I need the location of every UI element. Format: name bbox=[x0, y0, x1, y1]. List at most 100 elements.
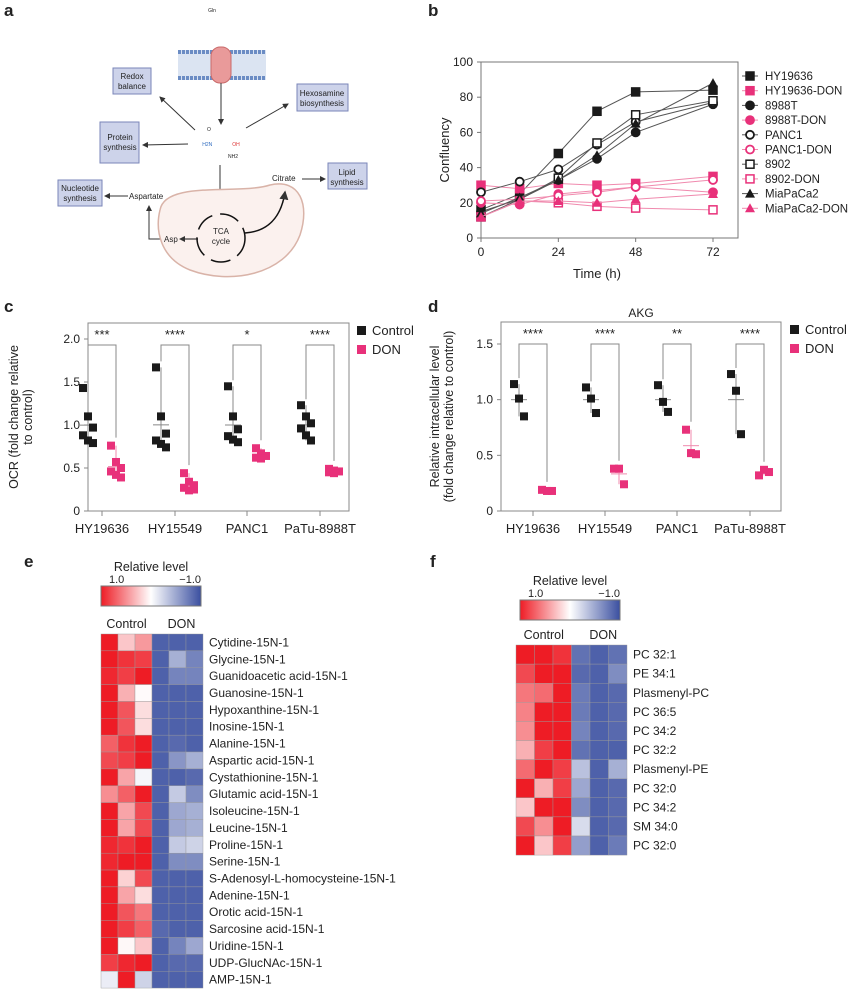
heatmap-cell bbox=[151, 701, 170, 719]
data-point-control bbox=[229, 435, 237, 444]
heatmap-cell bbox=[134, 971, 153, 989]
data-point-8902 bbox=[592, 138, 602, 148]
series-line-MiaPaCa2 bbox=[480, 82, 714, 214]
data-point-don bbox=[325, 468, 333, 477]
heatmap-cell bbox=[134, 954, 153, 972]
data-point-control bbox=[587, 394, 595, 403]
heatmap-cell bbox=[168, 802, 187, 820]
heatmap-cell bbox=[100, 836, 119, 854]
y-tick-label-b: 100 bbox=[453, 55, 473, 69]
data-point-control bbox=[654, 381, 662, 390]
heatmap-cell bbox=[151, 836, 170, 854]
row-label: PE 34:1 bbox=[633, 667, 676, 681]
data-point-don bbox=[760, 465, 768, 474]
heatmap-cell bbox=[608, 835, 628, 856]
heatmap-cell bbox=[589, 797, 609, 818]
heatmap-cell bbox=[134, 937, 153, 955]
data-point-control bbox=[297, 401, 305, 410]
data-point-control bbox=[302, 431, 310, 440]
heatmap-cell bbox=[608, 721, 628, 741]
heatmap-cell bbox=[117, 937, 136, 955]
heatmap-cell bbox=[552, 835, 572, 856]
svg-text:balance: balance bbox=[118, 82, 147, 91]
x-tick-label-c: HY19636 bbox=[75, 521, 129, 536]
x-tick-label-d: PANC1 bbox=[656, 521, 698, 536]
heatmap-cell bbox=[608, 778, 628, 799]
svg-text:biosynthesis: biosynthesis bbox=[300, 99, 344, 108]
data-point-control bbox=[510, 380, 518, 389]
legend-marker-MiaPaCa2 bbox=[745, 188, 755, 198]
row-label: S-Adenosyl-L-homocysteine-15N-1 bbox=[209, 871, 396, 885]
heatmap-cell bbox=[100, 903, 119, 921]
row-label: Guanosine-15N-1 bbox=[209, 686, 304, 700]
heatmap-cell bbox=[515, 835, 535, 856]
legend-marker-Control bbox=[790, 325, 799, 334]
heatmap-cell bbox=[515, 759, 535, 779]
column-group-control: Control bbox=[524, 628, 564, 642]
plot-frame-d bbox=[500, 321, 782, 512]
data-point-control bbox=[307, 436, 315, 445]
data-point-don bbox=[117, 464, 125, 472]
heatmap-cell bbox=[100, 886, 119, 904]
data-point-MiaPaCa2 bbox=[592, 150, 602, 160]
heatmap-cell bbox=[168, 971, 187, 989]
data-point-don bbox=[615, 464, 623, 473]
heatmap-cell bbox=[117, 971, 136, 989]
data-point-MiaPaCa2 bbox=[553, 174, 564, 184]
data-point-control bbox=[234, 438, 242, 447]
heatmap-cell bbox=[534, 702, 554, 722]
heatmap-cell bbox=[117, 852, 136, 871]
y-axis-label-c: OCR (fold change relative bbox=[7, 345, 21, 489]
heatmap-cell bbox=[185, 937, 204, 955]
heatmap-cell bbox=[589, 644, 609, 665]
svg-text:Hexosamine: Hexosamine bbox=[300, 89, 345, 98]
data-point-control bbox=[152, 363, 160, 372]
chart-title-d: AKG bbox=[628, 306, 653, 320]
legend-label: DON bbox=[372, 342, 401, 357]
row-label: Adenine-15N-1 bbox=[209, 888, 290, 902]
heatmap-cell bbox=[515, 740, 535, 760]
data-point-don bbox=[185, 477, 193, 486]
data-point-8988T bbox=[630, 127, 641, 138]
legend-label: 8902 bbox=[765, 159, 791, 171]
heatmap-cell bbox=[100, 667, 119, 685]
x-tick-label-b: 24 bbox=[552, 245, 566, 259]
heatmap-cell bbox=[589, 683, 609, 703]
heatmap-cell bbox=[134, 819, 153, 837]
tca-label: TCA bbox=[213, 227, 230, 236]
heatmap-cell bbox=[117, 633, 136, 652]
heatmap-cell bbox=[168, 852, 187, 871]
data-point-don bbox=[543, 486, 551, 495]
heatmap-cell bbox=[134, 886, 153, 904]
heatmap-cell bbox=[151, 819, 170, 837]
tca-label-2: cycle bbox=[212, 237, 231, 246]
data-point-don bbox=[180, 469, 188, 478]
data-point-control bbox=[152, 436, 160, 445]
legend-label: 8988T-DON bbox=[765, 115, 826, 127]
heatmap-cell bbox=[185, 852, 204, 871]
heatmap-cell bbox=[117, 701, 136, 719]
heatmap-cell bbox=[100, 684, 119, 702]
heatmap-cell bbox=[134, 701, 153, 719]
heatmap-cell bbox=[534, 683, 554, 703]
heatmap-cell bbox=[552, 663, 572, 684]
heatmap-cell bbox=[534, 816, 554, 837]
heatmap-cell bbox=[100, 937, 119, 955]
plot-frame-b bbox=[480, 61, 739, 239]
heatmap-cell bbox=[571, 683, 591, 703]
y-tick-label-b: 80 bbox=[460, 90, 474, 104]
data-point-control bbox=[234, 425, 242, 434]
heatmap-cell bbox=[515, 663, 535, 684]
data-point-PANC1-DON bbox=[630, 182, 641, 192]
data-point-control bbox=[664, 407, 672, 416]
heatmap-cell bbox=[151, 869, 170, 888]
x-tick-label-b: 48 bbox=[629, 245, 643, 259]
data-point-don bbox=[687, 449, 695, 458]
significance-bracket bbox=[232, 344, 262, 441]
heatmap-cell bbox=[100, 650, 119, 668]
data-point-control bbox=[582, 383, 590, 392]
heatmap-cell bbox=[100, 819, 119, 837]
